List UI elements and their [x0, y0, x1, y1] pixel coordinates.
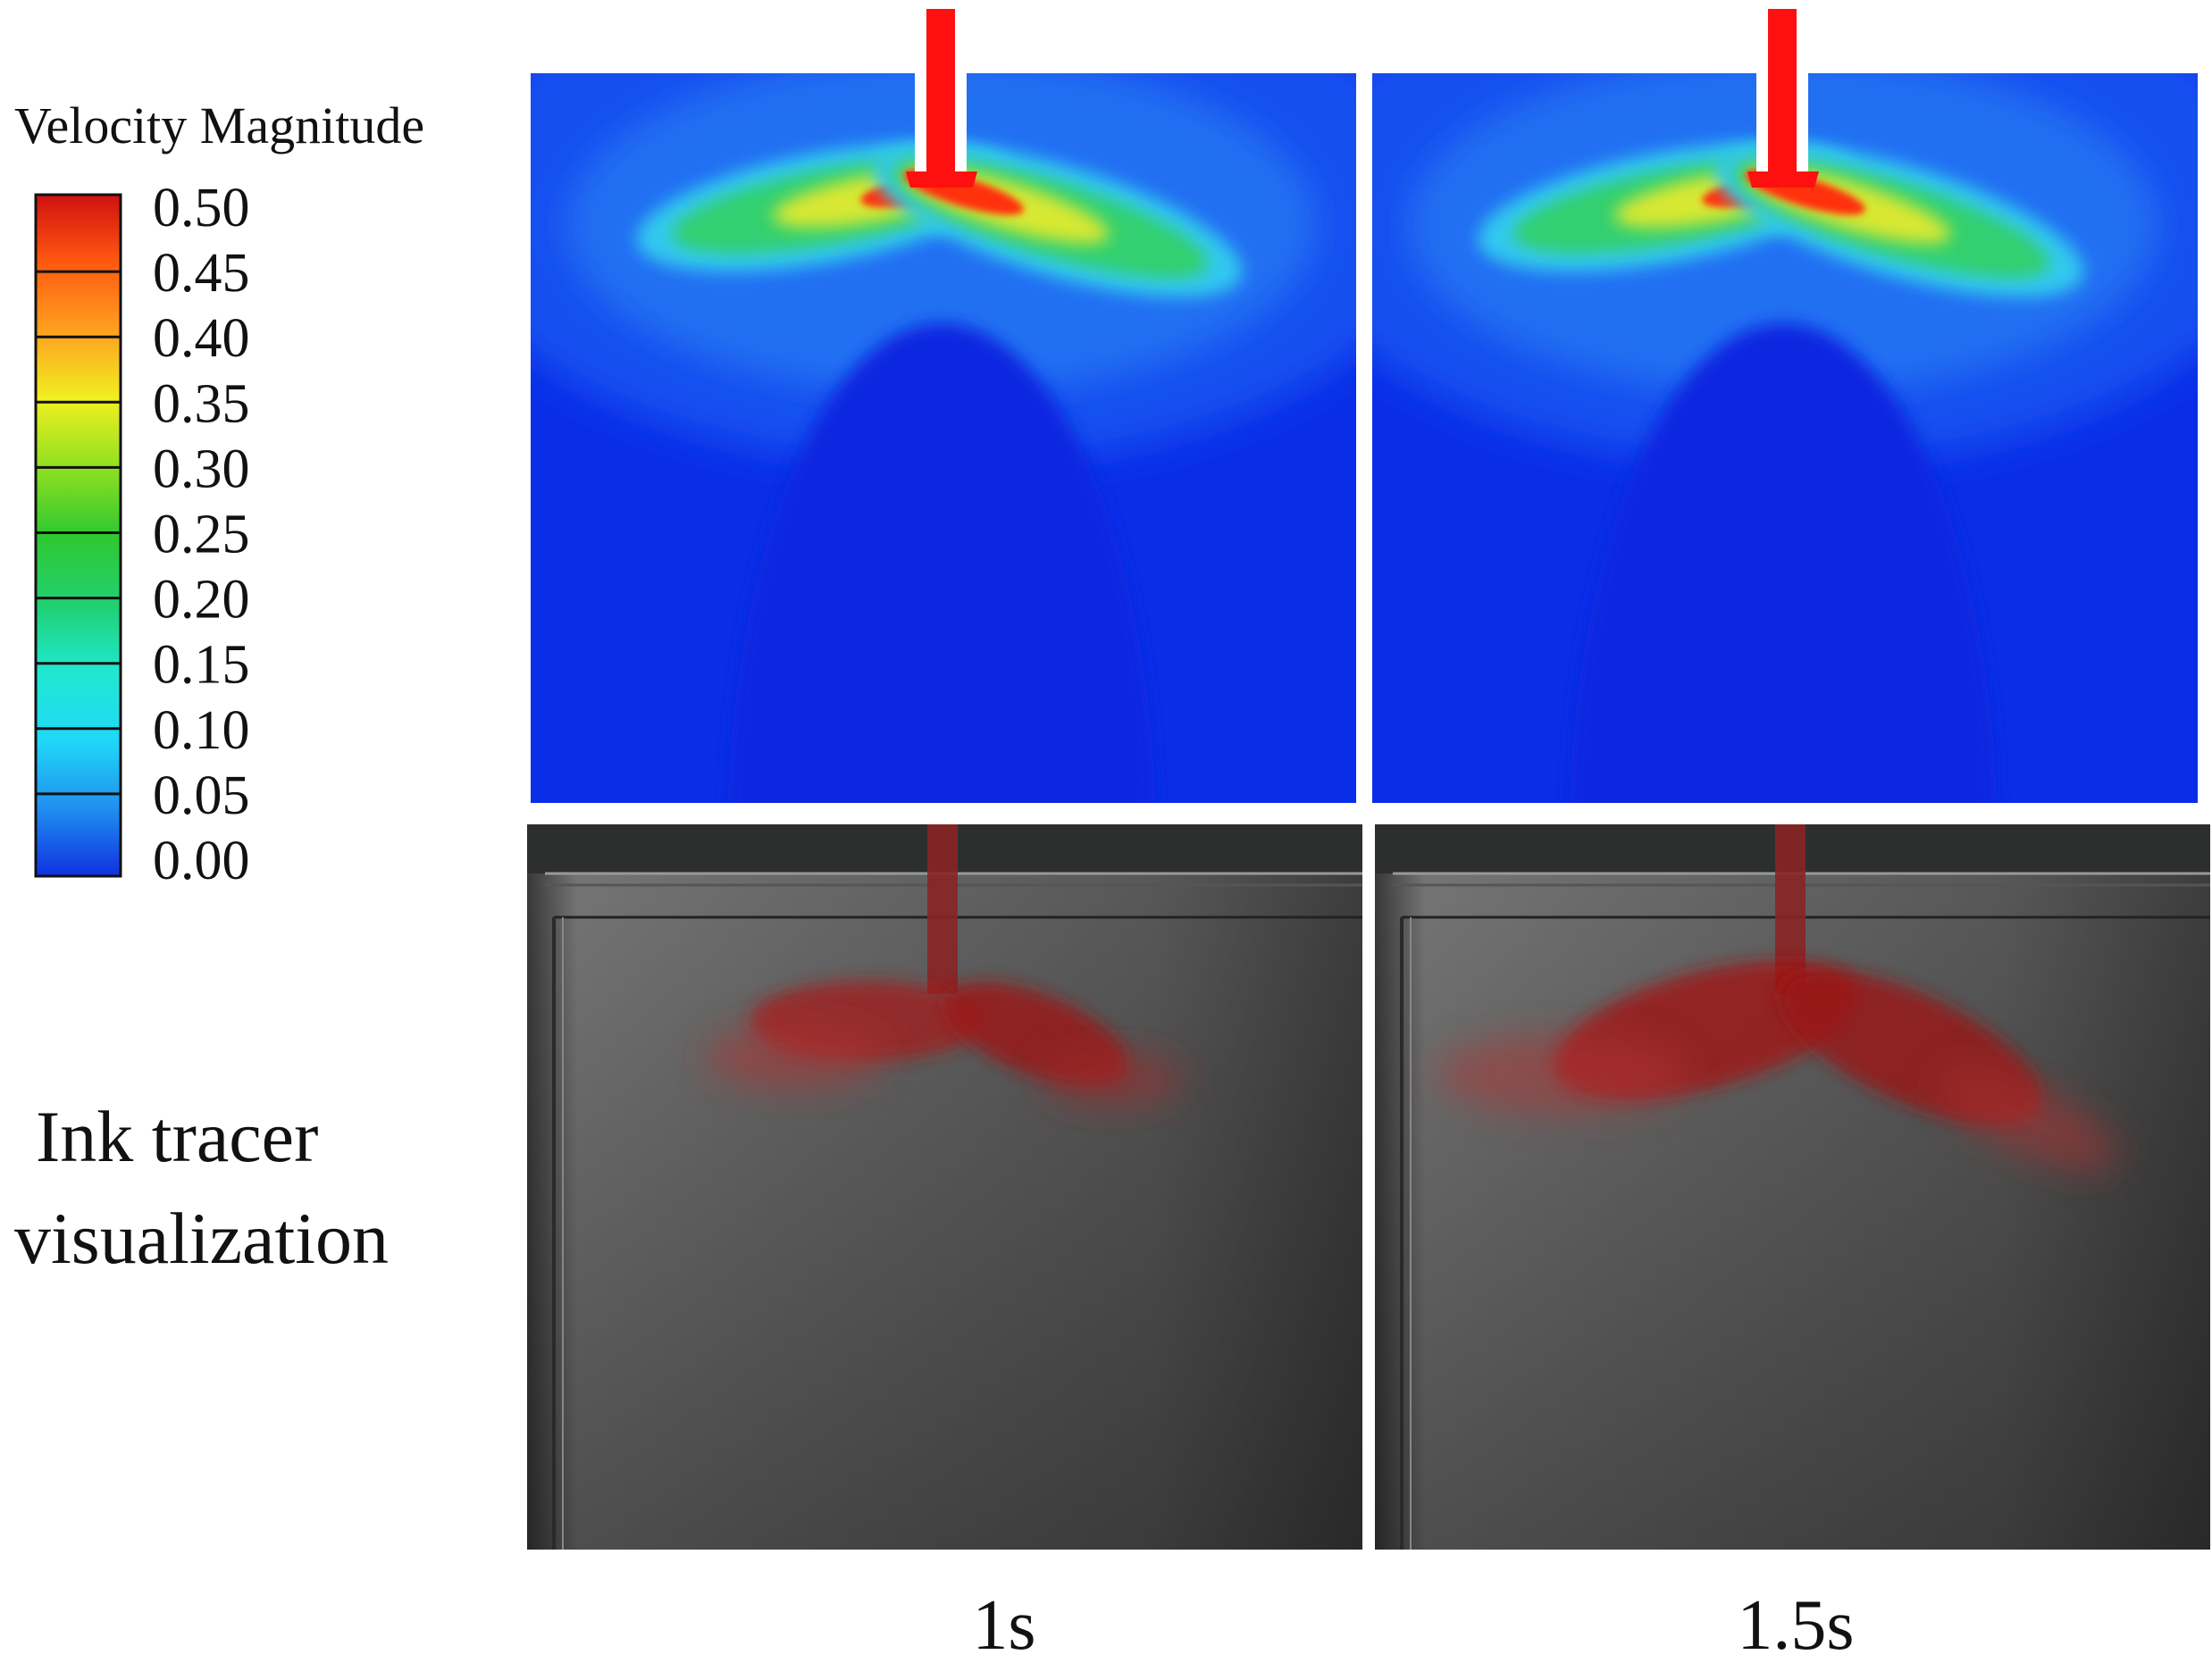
colorbar-tick-label: 0.50: [153, 178, 250, 238]
colorbar-ticks: 0.500.450.400.350.300.250.200.150.100.05…: [153, 178, 250, 891]
photo-panel-1.5s: [1375, 824, 2210, 1550]
colorbar-tick-label: 0.35: [153, 373, 250, 434]
row-label: visualization: [14, 1198, 389, 1279]
ink-1.5s: [1437, 960, 2117, 1171]
colorbar-tick-label: 0.00: [153, 831, 250, 891]
colorbar-tick-label: 0.45: [153, 243, 250, 304]
colorbar-tick-label: 0.10: [153, 700, 250, 761]
caption: 1.5s: [1737, 1586, 1854, 1663]
colorbar-tick-label: 0.05: [153, 765, 250, 826]
colorbar-tick-label: 0.30: [153, 439, 250, 499]
legend-title: Velocity Magnitude: [14, 96, 424, 155]
row-label: Ink tracer: [36, 1096, 318, 1177]
colorbar-body: [34, 193, 122, 878]
photo-panel-1s: [527, 824, 1362, 1550]
colorbar-tick-label: 0.25: [153, 505, 250, 565]
colorbar: [34, 193, 122, 878]
ink-1s: [706, 981, 1184, 1106]
colorbar-tick-label: 0.15: [153, 635, 250, 696]
caption: 1s: [972, 1586, 1035, 1663]
colorbar-tick-label: 0.20: [153, 570, 250, 631]
colorbar-tick-label: 0.40: [153, 308, 250, 369]
